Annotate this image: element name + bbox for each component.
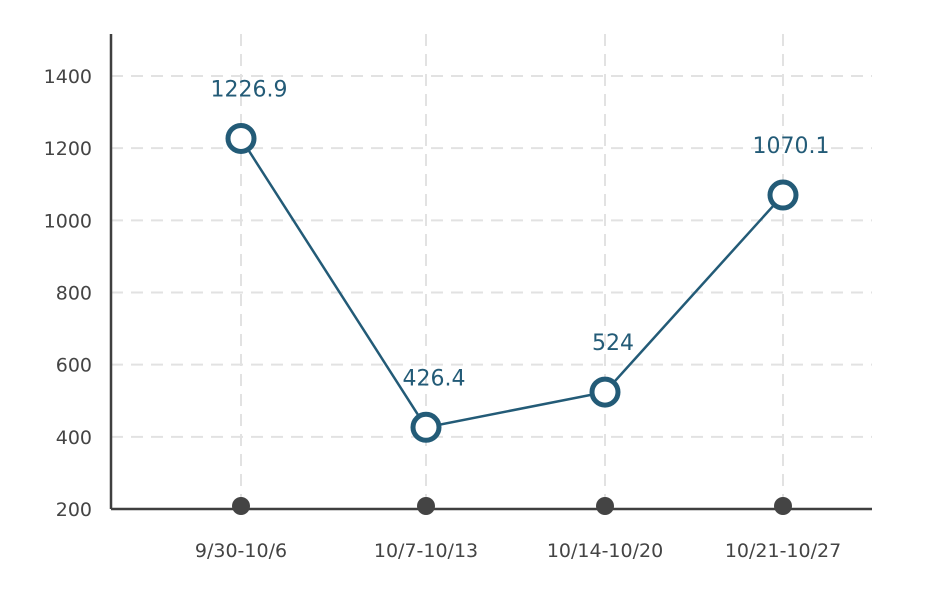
data-point-markers <box>225 122 799 443</box>
data-label-1: 426.4 <box>403 366 466 391</box>
x-tick-dots <box>232 497 792 515</box>
y-tick-label-1400: 1400 <box>44 66 92 88</box>
y-tick-label-400: 400 <box>56 427 92 449</box>
x-tick-label-2: 10/14-10/20 <box>547 540 663 562</box>
x-tick-dot-2 <box>596 497 614 515</box>
data-point-0[interactable] <box>225 122 257 154</box>
x-tick-dot-1 <box>417 497 435 515</box>
x-tick-label-1: 10/7-10/13 <box>374 540 478 562</box>
data-label-2: 524 <box>592 331 634 356</box>
data-point-3[interactable] <box>767 179 799 211</box>
data-point-2[interactable] <box>589 376 621 408</box>
data-label-0: 1226.9 <box>211 77 288 102</box>
y-tick-label-200: 200 <box>56 499 92 521</box>
series-line-0 <box>239 137 784 429</box>
x-tick-dot-0 <box>232 497 250 515</box>
y-tick-label-600: 600 <box>56 355 92 377</box>
y-tick-label-800: 800 <box>56 283 92 305</box>
series-line-group <box>239 137 784 429</box>
y-tick-label-1200: 1200 <box>44 138 92 160</box>
data-point-1[interactable] <box>410 411 442 443</box>
data-label-3: 1070.1 <box>753 134 830 159</box>
x-tick-label-3: 10/21-10/27 <box>725 540 841 562</box>
horizontal-gridlines <box>111 75 872 438</box>
x-tick-dot-3 <box>774 497 792 515</box>
x-tick-labels: 9/30-10/6 10/7-10/13 10/14-10/20 10/21-10/2… <box>195 540 841 562</box>
y-tick-label-1000: 1000 <box>44 210 92 232</box>
y-tick-labels: 200 400 600 800 1000 1200 1400 <box>44 66 92 521</box>
x-tick-label-0: 9/30-10/6 <box>195 540 287 562</box>
data-labels: 1226.9 426.4 524 1070.1 <box>211 77 830 391</box>
